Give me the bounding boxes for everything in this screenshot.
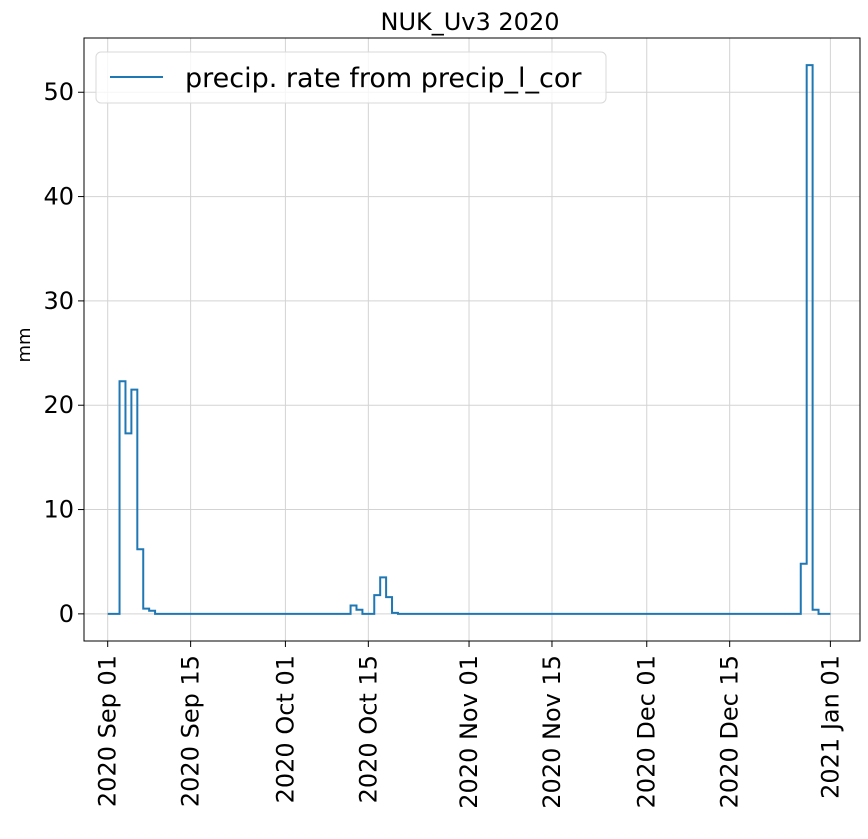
x-axis: 2020 Sep 01 2020 Sep 15 2020 Oct 01 2020 Oc… [94, 641, 844, 809]
x-tick-label: 2020 Dec 15 [716, 655, 744, 808]
x-tick-label: 2020 Oct 01 [271, 655, 299, 803]
x-tick-label: 2020 Dec 01 [633, 655, 661, 808]
y-tick-label: 10 [43, 496, 74, 524]
chart-title: NUK_Uv3 2020 [380, 8, 559, 36]
plot-area-frame [83, 37, 861, 642]
legend-entry-label: precip. rate from precip_l_cor [185, 63, 582, 94]
y-axis: 0 10 20 30 40 50 [43, 78, 84, 628]
series-line [107, 64, 831, 615]
y-tick-label: 20 [43, 391, 74, 419]
y-axis-label: mm [14, 327, 35, 362]
y-tick-label: 0 [59, 600, 74, 628]
y-tick-label: 50 [43, 78, 74, 106]
x-tick-label: 2020 Sep 15 [177, 655, 205, 807]
legend-box [95, 51, 607, 104]
y-tick-label: 30 [43, 287, 74, 315]
y-tick-label: 40 [43, 183, 74, 211]
grid [84, 38, 860, 641]
x-tick-label: 2020 Sep 01 [94, 655, 122, 807]
x-tick-label: 2020 Nov 01 [455, 655, 483, 809]
x-tick-label: 2020 Nov 15 [538, 655, 566, 809]
legend: precip. rate from precip_l_cor [95, 51, 607, 104]
series-layer [107, 64, 831, 615]
x-tick-label: 2021 Jan 01 [816, 655, 844, 799]
x-tick-label: 2020 Oct 15 [354, 655, 382, 803]
